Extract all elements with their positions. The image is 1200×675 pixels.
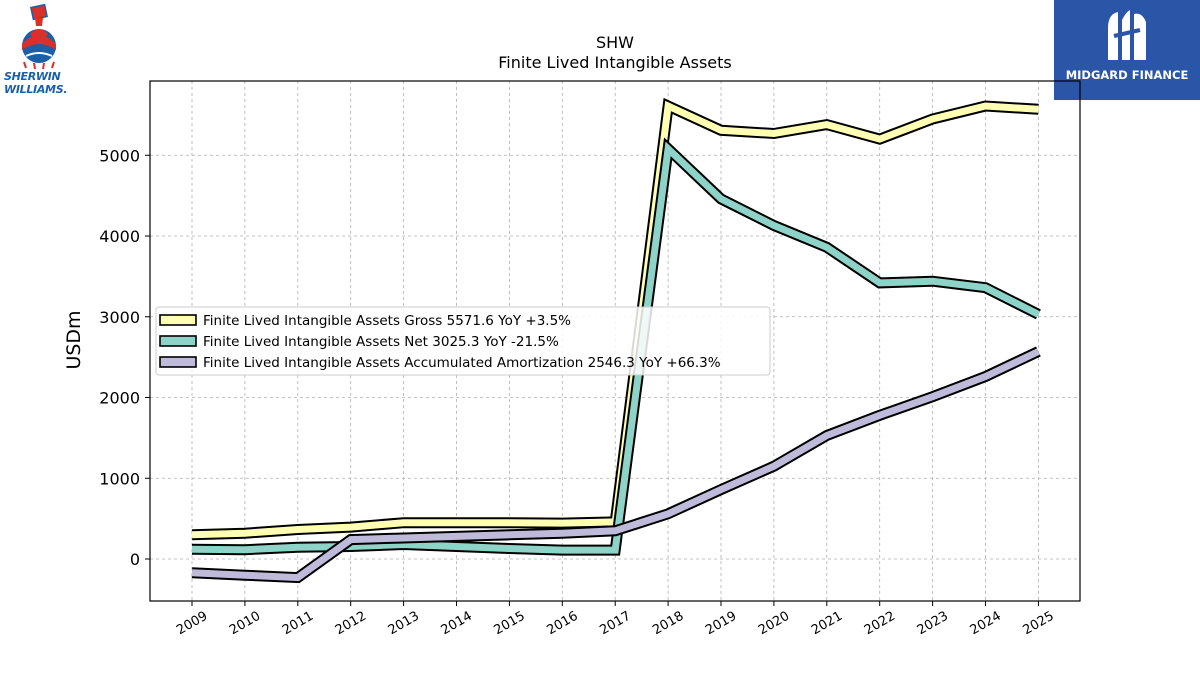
x-tick-label: 2012 xyxy=(333,609,369,639)
x-tick-label: 2011 xyxy=(280,609,316,639)
x-tick-label: 2022 xyxy=(862,609,898,639)
chart-subtitle: Finite Lived Intangible Assets xyxy=(498,53,731,72)
y-axis-label: USDm xyxy=(63,310,85,369)
midgard-finance-logo: MIDGARD FINANCE xyxy=(1054,0,1200,100)
y-tick-label: 1000 xyxy=(99,469,140,488)
x-tick-label: 2014 xyxy=(439,609,475,639)
cover-the-earth-icon xyxy=(22,3,56,70)
legend-swatch xyxy=(159,335,197,347)
x-tick-label: 2015 xyxy=(492,609,528,639)
x-tick-label: 2016 xyxy=(544,609,580,639)
y-tick-label: 2000 xyxy=(99,389,140,408)
y-tick-label: 4000 xyxy=(99,227,140,246)
legend-box xyxy=(155,306,771,376)
axes: 2009 2010 2011 2012 2013 2014 2015 2016 2017 2018… xyxy=(99,146,1056,638)
logo-line1: SHERWIN xyxy=(4,70,61,83)
legend: Finite Lived Intangible Assets Gross 557… xyxy=(155,306,771,376)
legend-swatch xyxy=(159,356,197,368)
legend-swatch xyxy=(159,314,197,326)
x-tick-label: 2017 xyxy=(597,609,633,639)
legend-entry: Finite Lived Intangible Assets Net 3025.… xyxy=(203,334,559,350)
x-tick-label: 2013 xyxy=(386,609,422,639)
sherwin-williams-logo: SHERWIN WILLIAMS. xyxy=(4,3,74,100)
x-tick-label: 2018 xyxy=(650,609,686,639)
midgard-finance-label: MIDGARD FINANCE xyxy=(1065,68,1189,82)
midgard-mark-icon xyxy=(1108,10,1146,60)
legend-entry: Finite Lived Intangible Assets Gross 557… xyxy=(203,313,571,329)
x-tick-label: 2009 xyxy=(174,609,210,639)
y-tick-label: 3000 xyxy=(99,308,140,327)
x-tick-label: 2020 xyxy=(756,609,792,639)
y-tick-label: 5000 xyxy=(99,146,140,165)
series-lines xyxy=(191,97,1041,584)
x-tick-label: 2025 xyxy=(1021,609,1057,639)
legend-entry: Finite Lived Intangible Assets Accumulat… xyxy=(203,355,721,371)
x-tick-label: 2023 xyxy=(915,609,951,639)
x-tick-label: 2010 xyxy=(227,609,263,639)
x-tick-label: 2019 xyxy=(703,609,739,639)
x-tick-label: 2021 xyxy=(809,609,845,639)
logo-line2: WILLIAMS. xyxy=(4,83,68,96)
series-line xyxy=(191,348,1040,582)
x-tick-label: 2024 xyxy=(968,609,1004,639)
y-tick-label: 0 xyxy=(130,550,140,569)
chart-title: SHW xyxy=(596,33,634,52)
